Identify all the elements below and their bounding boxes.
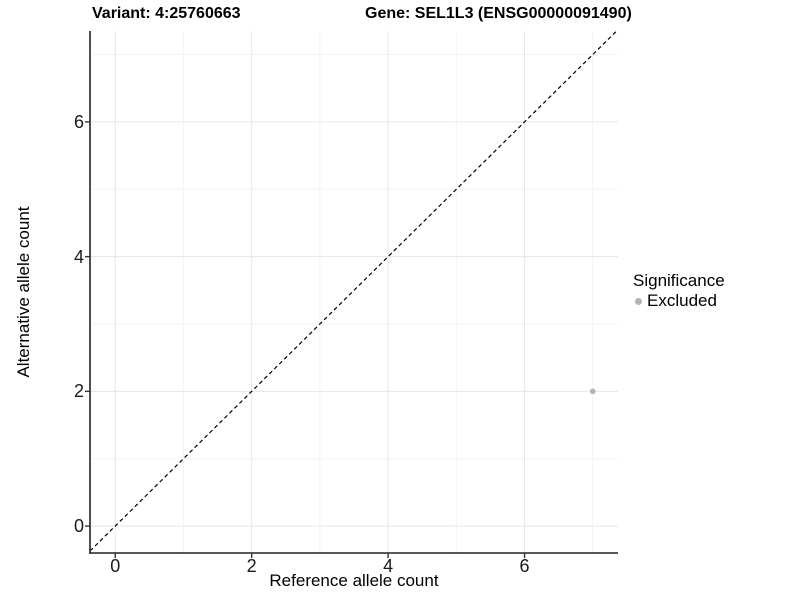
y-tick-label: 2 [73,381,84,402]
legend-title: Significance [633,271,725,290]
legend-entry: Excluded [630,291,725,311]
y-tick-label: 0 [73,516,84,537]
legend-entry-label: Excluded [647,291,717,310]
gene-title: Gene: SEL1L3 (ENSG00000091490) [365,5,632,22]
y-tick-label: 6 [73,111,84,132]
y-tick-label: 4 [73,246,84,267]
x-tick-label: 4 [383,556,394,576]
x-axis-title: Reference allele count [269,571,439,590]
identity-line [89,30,618,552]
legend: Significance Excluded [630,270,725,311]
excluded-point-icon [635,297,642,305]
variant-title: Variant: 4:25760663 [92,5,241,22]
x-tick-label: 6 [519,556,530,576]
x-tick-label: 0 [110,556,121,576]
y-axis-title: Alternative allele count [14,206,33,378]
x-tick-label: 2 [246,556,257,576]
data-point [589,388,596,395]
